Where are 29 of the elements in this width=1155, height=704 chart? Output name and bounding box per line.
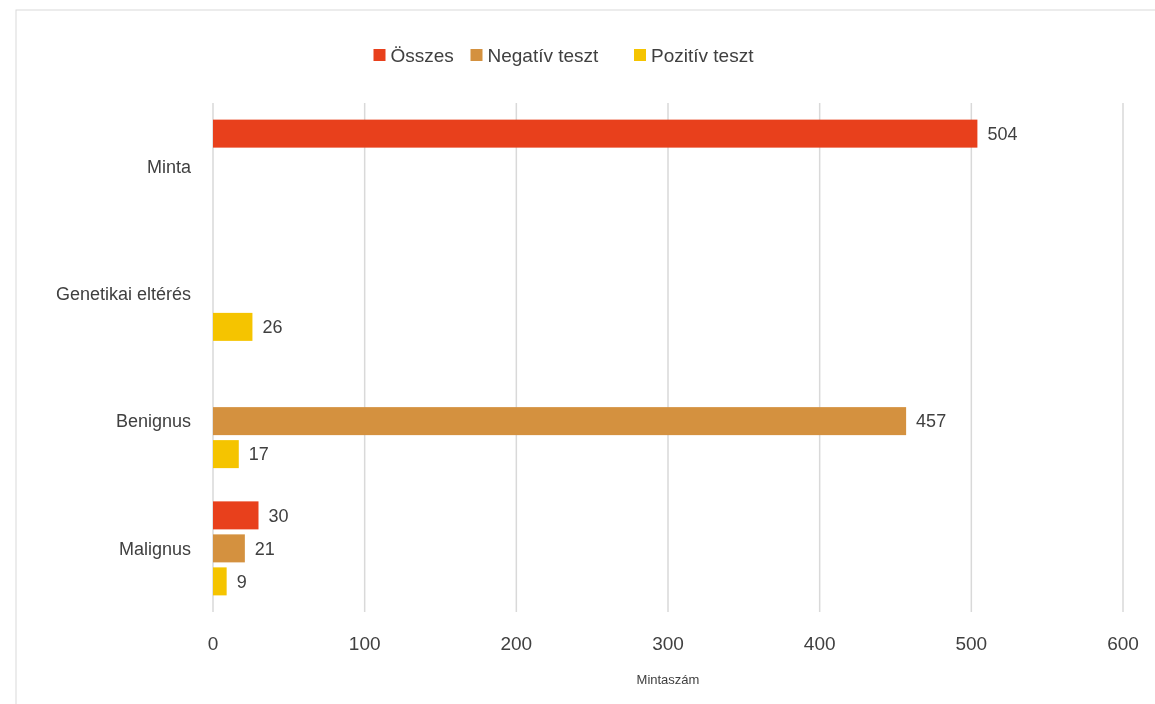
- data-label: 504: [987, 123, 1018, 144]
- bar: [213, 567, 227, 596]
- x-tick-label: 300: [652, 633, 684, 654]
- bar: [213, 312, 253, 341]
- bar: [213, 119, 978, 148]
- legend-label: Összes: [390, 44, 454, 66]
- x-axis-title: Mintaszám: [636, 672, 700, 687]
- x-tick-label: 100: [348, 633, 381, 654]
- x-tick-label: 0: [207, 633, 219, 654]
- data-label: 30: [268, 505, 289, 526]
- x-tick-label: 200: [500, 633, 533, 654]
- x-tick-label: 500: [955, 633, 988, 654]
- y-tick-label: Malignus: [118, 538, 191, 559]
- legend-label: Negatív teszt: [487, 44, 600, 66]
- data-label: 9: [236, 571, 247, 592]
- x-tick-label: 400: [803, 633, 836, 654]
- data-label: 21: [254, 538, 275, 559]
- bar: [213, 534, 245, 563]
- data-label: 26: [262, 317, 283, 338]
- y-tick-label: Benignus: [115, 411, 191, 432]
- y-tick-label: Minta: [146, 156, 192, 177]
- x-tick-label: 600: [1107, 633, 1139, 654]
- y-tick-label: Genetikai eltérés: [55, 284, 191, 305]
- bar: [213, 440, 239, 469]
- bar: [213, 501, 259, 530]
- legend-label: Pozitív teszt: [651, 44, 755, 66]
- bar: [213, 407, 907, 436]
- data-label: 457: [916, 411, 947, 432]
- data-label: 17: [248, 444, 269, 465]
